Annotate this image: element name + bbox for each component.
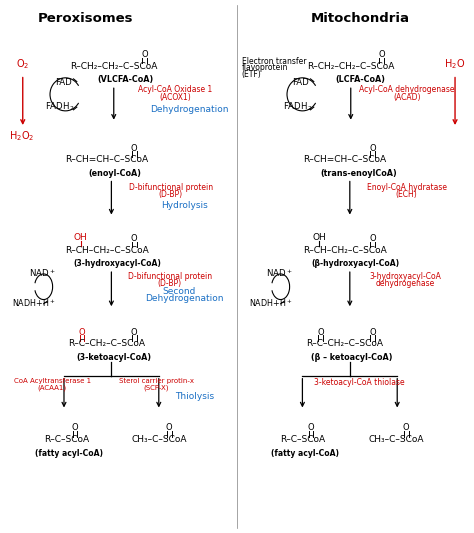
Text: D-bifunctional protein: D-bifunctional protein: [128, 272, 212, 280]
Text: O: O: [131, 144, 137, 152]
Text: O: O: [79, 328, 85, 336]
Text: (ACOX1): (ACOX1): [160, 93, 191, 102]
Text: FADH$_2$: FADH$_2$: [45, 100, 74, 113]
Text: NADH+H$^+$: NADH+H$^+$: [249, 297, 293, 309]
Text: R–CH₂–CH₂–C–SCoA: R–CH₂–CH₂–C–SCoA: [70, 62, 157, 71]
Text: (3-hydroxyacyl-CoA): (3-hydroxyacyl-CoA): [73, 260, 161, 268]
Text: H$_2$O: H$_2$O: [445, 57, 465, 71]
Text: R–CH=CH–C–SCoA: R–CH=CH–C–SCoA: [65, 156, 148, 164]
Text: Peroxisomes: Peroxisomes: [37, 12, 133, 25]
Text: (ETF): (ETF): [242, 70, 262, 78]
Text: (fatty acyl-CoA): (fatty acyl-CoA): [35, 449, 103, 457]
Text: flavoprotein: flavoprotein: [242, 63, 288, 72]
Text: (ECH): (ECH): [396, 190, 418, 199]
Text: (VLCFA-CoA): (VLCFA-CoA): [98, 76, 154, 84]
Text: (enoyl-CoA): (enoyl-CoA): [89, 169, 142, 177]
Text: Hydrolysis: Hydrolysis: [162, 201, 208, 209]
Text: O: O: [141, 51, 148, 59]
Text: O$_2$: O$_2$: [16, 57, 29, 71]
Text: FAD: FAD: [292, 78, 310, 87]
Text: Sterol carrier protin-x: Sterol carrier protin-x: [119, 378, 194, 384]
Text: OH: OH: [312, 233, 326, 241]
Text: (trans-enoylCoA): (trans-enoylCoA): [320, 169, 397, 177]
Text: Acyl-CoA dehydrogenase: Acyl-CoA dehydrogenase: [359, 85, 455, 93]
Text: Thiolysis: Thiolysis: [175, 392, 214, 400]
Text: (β-hydroxyacyl-CoA): (β-hydroxyacyl-CoA): [311, 260, 400, 268]
Text: O: O: [317, 328, 324, 336]
Text: H$_2$O$_2$: H$_2$O$_2$: [9, 129, 34, 143]
Text: CoA Acyltransferase 1: CoA Acyltransferase 1: [14, 378, 91, 384]
Text: (ACAA1): (ACAA1): [37, 384, 67, 391]
Text: 3-ketoacyl-CoA thiolase: 3-ketoacyl-CoA thiolase: [314, 378, 405, 386]
Text: O: O: [72, 424, 78, 432]
Text: FADH$_2$: FADH$_2$: [283, 100, 312, 113]
Text: R–CH=CH–C–SCoA: R–CH=CH–C–SCoA: [303, 156, 387, 164]
Text: (fatty acyl-CoA): (fatty acyl-CoA): [271, 449, 339, 457]
Text: NAD$^+$: NAD$^+$: [266, 267, 293, 279]
Text: D-bifunctional protein: D-bifunctional protein: [128, 183, 213, 192]
Text: O: O: [369, 235, 376, 243]
Text: R–CH₂–CH₂–C–SCoA: R–CH₂–CH₂–C–SCoA: [307, 62, 394, 71]
Text: Electron transfer: Electron transfer: [242, 57, 306, 66]
Text: O: O: [131, 328, 137, 336]
Text: Second: Second: [163, 287, 196, 295]
Text: R–CH–CH₂–C–SCoA: R–CH–CH₂–C–SCoA: [303, 246, 387, 255]
Text: O: O: [403, 424, 410, 432]
Text: O: O: [378, 51, 385, 59]
Text: O: O: [308, 424, 314, 432]
Text: R–CH–CH₂–C–SCoA: R–CH–CH₂–C–SCoA: [65, 246, 148, 255]
Text: NADH+H$^+$: NADH+H$^+$: [12, 297, 56, 309]
Text: O: O: [166, 424, 173, 432]
Text: Dehydrogenation: Dehydrogenation: [150, 105, 229, 114]
Text: Dehydrogenation: Dehydrogenation: [146, 294, 224, 303]
Text: O: O: [369, 144, 376, 152]
Text: 3-hydroxyacyl-CoA: 3-hydroxyacyl-CoA: [370, 272, 442, 280]
Text: NAD$^+$: NAD$^+$: [29, 267, 56, 279]
Text: R–C–CH₂–C–SCoA: R–C–CH₂–C–SCoA: [307, 340, 383, 348]
Text: CH₃–C–SCoA: CH₃–C–SCoA: [368, 435, 424, 444]
Text: R–C–CH₂–C–SCoA: R–C–CH₂–C–SCoA: [68, 340, 145, 348]
Text: Mitochondria: Mitochondria: [311, 12, 410, 25]
Text: dehydrogenase: dehydrogenase: [376, 279, 435, 287]
Text: (β – ketoacyl-CoA): (β – ketoacyl-CoA): [311, 353, 393, 361]
Text: (D-BP): (D-BP): [158, 279, 182, 287]
Text: Acyl-CoA Oxidase 1: Acyl-CoA Oxidase 1: [138, 85, 212, 93]
Text: R–C–SCoA: R–C–SCoA: [280, 435, 325, 444]
Text: O: O: [369, 328, 376, 336]
Text: CH₃–C–SCoA: CH₃–C–SCoA: [131, 435, 187, 444]
Text: OH: OH: [73, 233, 88, 241]
Text: (LCFA-CoA): (LCFA-CoA): [335, 76, 385, 84]
Text: FAD: FAD: [55, 78, 73, 87]
Text: (D-BP): (D-BP): [159, 190, 182, 199]
Text: (3-ketoacyl-CoA): (3-ketoacyl-CoA): [76, 353, 151, 361]
Text: R–C–SCoA: R–C–SCoA: [44, 435, 89, 444]
Text: (SCP-X): (SCP-X): [144, 384, 169, 391]
Text: Enoyl-CoA hydratase: Enoyl-CoA hydratase: [367, 183, 447, 192]
Text: O: O: [131, 235, 137, 243]
Text: (ACAD): (ACAD): [393, 93, 420, 102]
